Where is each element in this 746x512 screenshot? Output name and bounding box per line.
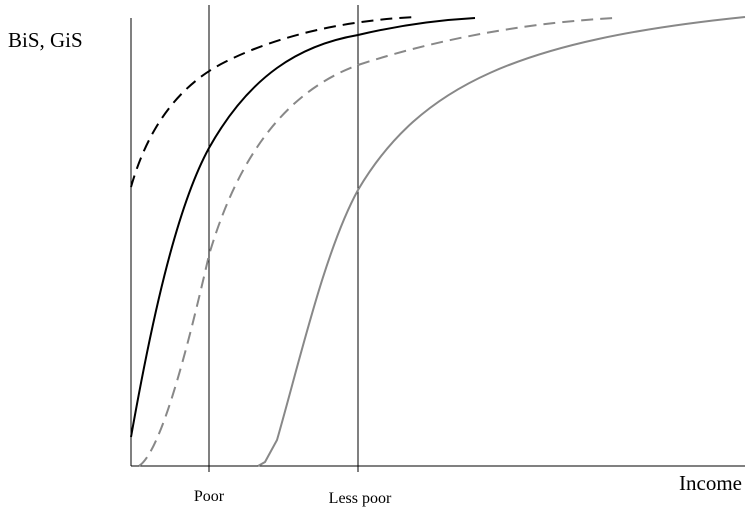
curve-black-solid	[130, 17, 476, 438]
marker-label: Poor	[194, 488, 225, 505]
marker-label: Less poor	[329, 490, 392, 507]
y-axis-label: BiS, GiS	[8, 28, 83, 52]
curve-gray-dashed	[138, 17, 616, 467]
x-axis-label: Income	[679, 471, 742, 495]
curve-gray-solid	[257, 16, 746, 467]
curve-black-dashed	[130, 16, 416, 188]
